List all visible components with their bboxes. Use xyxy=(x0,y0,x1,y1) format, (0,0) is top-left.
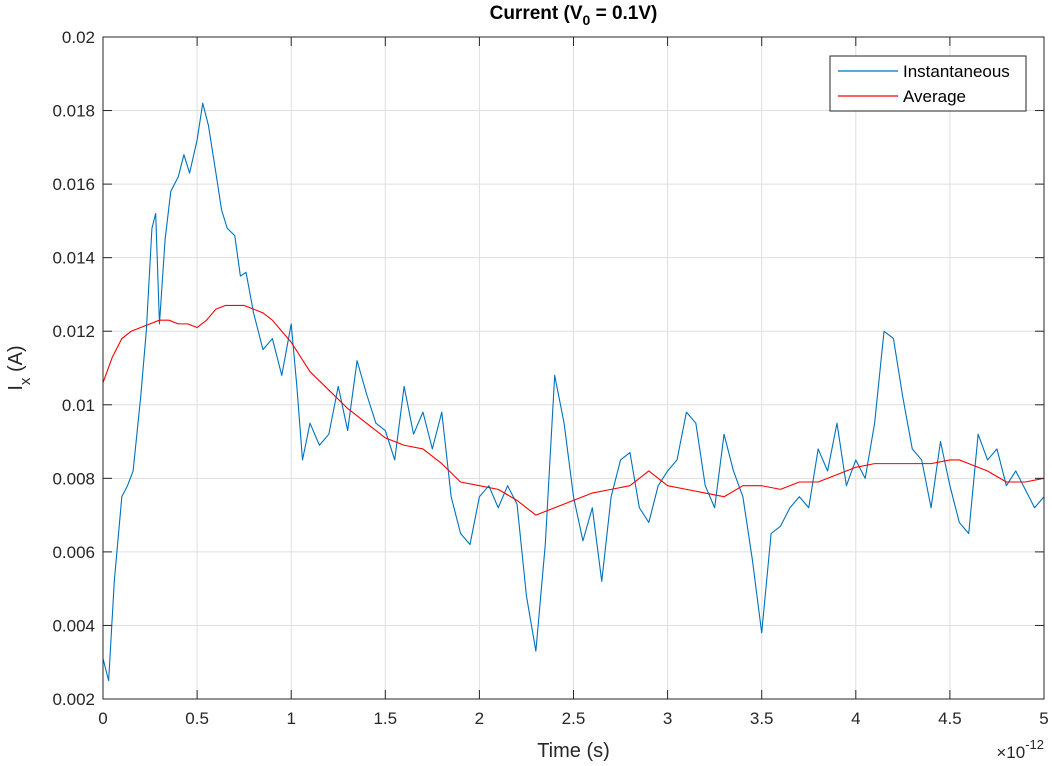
y-tick-label: 0.02 xyxy=(62,28,95,47)
chart-title: Current (V0 = 0.1V) xyxy=(490,3,658,28)
y-tick-label: 0.016 xyxy=(52,175,95,194)
y-tick-label: 0.006 xyxy=(52,543,95,562)
y-axis-label-subscript: x xyxy=(17,377,34,385)
y-tick-label: 0.014 xyxy=(52,249,95,268)
chart-title-subscript: 0 xyxy=(583,12,591,28)
chart-title-main: Current (V xyxy=(490,3,583,24)
chart-title-rest: = 0.1V) xyxy=(590,3,657,24)
y-axis-label-main: I xyxy=(5,385,27,391)
y-tick-label: 0.01 xyxy=(62,396,95,415)
x-tick-label: 0.5 xyxy=(185,709,209,728)
x-axis-exponent-base: ×10 xyxy=(996,743,1025,762)
x-tick-label: 4.5 xyxy=(938,709,962,728)
legend-box xyxy=(829,55,1027,112)
x-tick-label: 5 xyxy=(1039,709,1048,728)
y-tick-label: 0.008 xyxy=(52,469,95,488)
ticks: 0 0.5 1 1.5 2 2.5 3 3.5 4 4.5 5 0.002 0.004 0.006 0.00… xyxy=(52,28,1048,728)
x-tick-label: 2 xyxy=(475,709,484,728)
y-tick-label: 0.012 xyxy=(52,322,95,341)
x-axis-exponent-power: -12 xyxy=(1025,737,1044,752)
x-tick-label: 0 xyxy=(98,709,107,728)
series-line-average xyxy=(102,304,1045,516)
y-tick-label: 0.002 xyxy=(52,690,95,709)
series-layer xyxy=(102,102,1045,682)
series-line-instantaneous xyxy=(102,102,1045,682)
x-tick-label: 2.5 xyxy=(562,709,586,728)
x-tick-label: 1.5 xyxy=(373,709,397,728)
x-tick-label: 1 xyxy=(286,709,295,728)
y-axis-label-rest: (A) xyxy=(5,345,27,377)
y-tick-label: 0.018 xyxy=(52,102,95,121)
y-tick-label: 0.004 xyxy=(52,616,95,635)
x-axis-label: Time (s) xyxy=(537,740,610,762)
x-axis-exponent: ×10-12 xyxy=(996,737,1044,762)
y-axis-label: Ix (A) xyxy=(5,345,34,390)
legend-label-average: Average xyxy=(903,87,966,106)
x-tick-label: 4 xyxy=(851,709,860,728)
x-tick-label: 3.5 xyxy=(750,709,774,728)
legend-label-instantaneous: Instantaneous xyxy=(903,62,1010,81)
x-tick-label: 3 xyxy=(663,709,672,728)
legend: Instantaneous Average xyxy=(829,55,1027,112)
